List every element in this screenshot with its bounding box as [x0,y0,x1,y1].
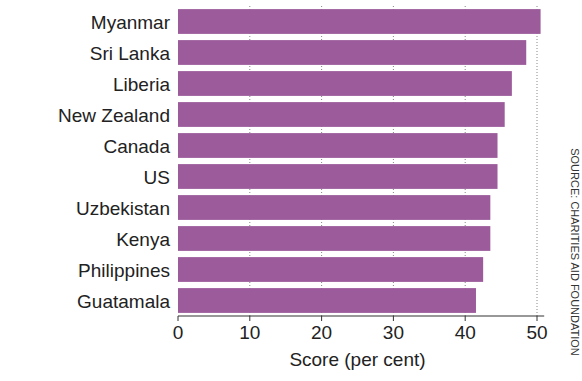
tick-label: 50 [526,322,547,343]
category-label: Canada [103,136,170,157]
source: SOURCE: CHARITIES AID FOUNDATION [569,148,581,356]
bar [178,226,490,251]
tick-mark [393,316,394,321]
tick-label: 0 [173,322,184,343]
bar [178,40,526,65]
category-label: Kenya [116,229,170,250]
category-label: US [144,167,170,188]
bar [178,102,505,127]
grid-line [537,6,538,316]
bar [178,164,498,189]
category-label: Sri Lanka [90,43,171,64]
chart-container: Myanmar Sri Lanka Liberia New Zealand Canada… [0,0,582,381]
tick-label: 40 [455,322,476,343]
bar [178,9,541,34]
bar [178,288,476,313]
bars [178,9,541,313]
axis-line [178,315,544,316]
tick-mark [465,316,466,321]
category-label: Uzbekistan [76,198,170,219]
x-axis: 0 10 20 30 40 50 [173,316,548,343]
bar [178,71,512,96]
bar [178,257,483,282]
tick-mark [537,316,538,321]
category-label: Philippines [78,260,170,281]
tick-mark [178,316,179,321]
tick-mark [249,316,250,321]
tick-label: 10 [239,322,260,343]
tick-label: 20 [311,322,332,343]
category-labels: Myanmar Sri Lanka Liberia New Zealand Canada… [58,12,171,312]
category-label: New Zealand [58,105,170,126]
category-label: Liberia [113,74,170,95]
bar [178,195,490,220]
bar [178,133,498,158]
tick-label: 30 [383,322,404,343]
axis-title: Score (per cent) [289,349,425,370]
category-label: Guatamala [77,291,170,312]
chart-svg: Myanmar Sri Lanka Liberia New Zealand Canada… [0,0,582,381]
category-label: Myanmar [91,12,171,33]
tick-mark [321,316,322,321]
